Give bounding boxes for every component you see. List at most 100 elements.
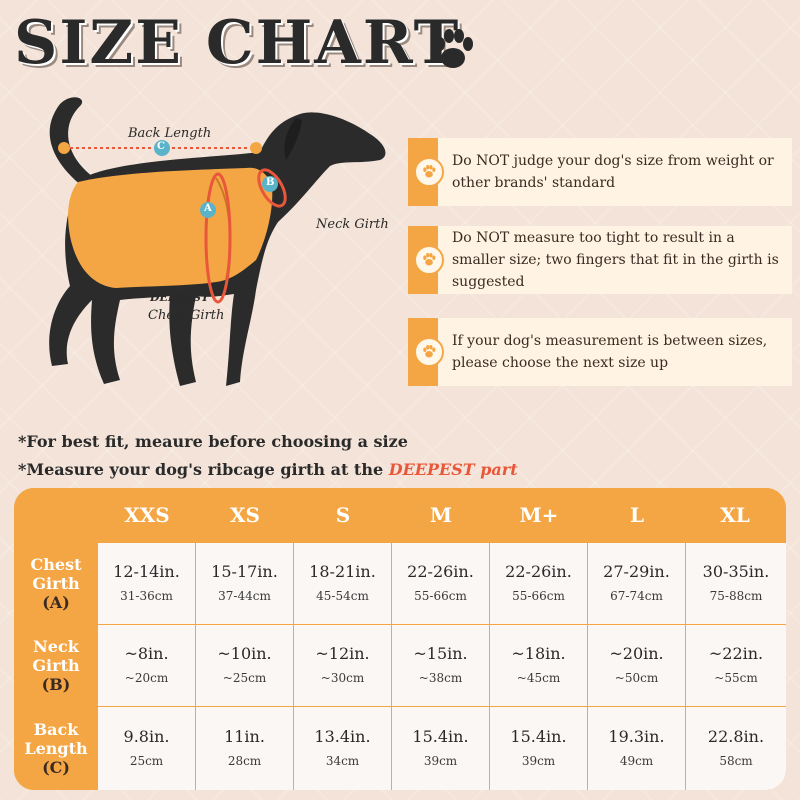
cell-cm: 34cm xyxy=(325,753,360,768)
cell-cm: ~25cm xyxy=(222,670,267,685)
note-tab xyxy=(408,138,444,206)
table-cell: 15.4in. 39cm xyxy=(392,707,489,790)
note-card: Do NOT judge your dog's size from weight… xyxy=(408,138,792,206)
cell-cm: ~30cm xyxy=(320,670,365,685)
cell-inches: 9.8in. xyxy=(123,726,170,746)
cell-cm: 67-74cm xyxy=(610,588,663,603)
tip-highlight: DEEPEST part xyxy=(388,460,518,479)
tip-line: *Measure your dog's ribcage girth at the… xyxy=(18,456,518,484)
table-cell: 19.3in. 49cm xyxy=(588,707,685,790)
note-text: Do NOT measure too tight to result in a … xyxy=(452,230,779,290)
note-text: If your dog's measurement is between siz… xyxy=(452,333,768,371)
row-code: (B) xyxy=(41,675,71,694)
table-cell: 15-17in. 37-44cm xyxy=(196,543,293,624)
note-tab xyxy=(408,318,444,386)
cell-inches: 15.4in. xyxy=(510,726,567,746)
size-header: XL xyxy=(720,503,750,527)
cell-inches: ~15in. xyxy=(413,643,468,663)
cell-inches: 11in. xyxy=(224,726,265,746)
cell-inches: 15-17in. xyxy=(211,561,278,581)
cell-cm: 28cm xyxy=(227,753,262,768)
cell-cm: ~55cm xyxy=(714,670,758,685)
note-card: If your dog's measurement is between siz… xyxy=(408,318,792,386)
row-code: (C) xyxy=(42,758,70,777)
row-label-chest-girth: Chest Girth (A) xyxy=(14,543,98,624)
cell-inches: ~20in. xyxy=(609,643,664,663)
table-cell: 22-26in. 55-66cm xyxy=(392,543,489,624)
table-cell: ~22in. ~55cm xyxy=(686,625,786,706)
tip-line: *For best fit, meaure before choosing a … xyxy=(18,432,408,451)
cell-cm: ~45cm xyxy=(516,670,561,685)
chest-girth-label: Chest Girth xyxy=(148,308,225,323)
row-label-line: Girth xyxy=(32,574,80,593)
cell-cm: ~38cm xyxy=(418,670,463,685)
cell-cm: 55-66cm xyxy=(414,588,467,603)
row-label-line: Neck xyxy=(33,637,79,656)
row-label-line: Girth xyxy=(32,656,80,675)
paw-icon xyxy=(414,337,444,367)
page-title: SIZE CHART xyxy=(14,8,461,78)
size-header-row: XXS XS S M M+ L XL xyxy=(14,488,786,542)
table-cell: 13.4in. 34cm xyxy=(294,707,391,790)
cell-cm: 75-88cm xyxy=(709,588,763,603)
cell-inches: ~10in. xyxy=(217,643,272,663)
cell-inches: 13.4in. xyxy=(314,726,371,746)
row-label-neck-girth: Neck Girth (B) xyxy=(14,625,98,706)
row-label-back-length: Back Length (C) xyxy=(14,707,98,790)
cell-cm: 37-44cm xyxy=(218,588,271,603)
cell-cm: 55-66cm xyxy=(512,588,565,603)
cell-inches: 22-26in. xyxy=(505,561,572,581)
row-label-line: Length xyxy=(24,739,88,758)
chest-girth-label-deepest: DEEPEST xyxy=(150,291,210,304)
paw-icon xyxy=(414,157,444,187)
note-tab xyxy=(408,226,444,294)
cell-cm: 39cm xyxy=(521,753,556,768)
size-header: XXS xyxy=(124,503,170,527)
row-label-line: Back xyxy=(33,720,79,739)
cell-inches: 19.3in. xyxy=(608,726,665,746)
table-cell: 27-29in. 67-74cm xyxy=(588,543,685,624)
measurement-diagram: Back Length Neck Girth DEEPEST Chest Gir… xyxy=(20,90,420,420)
cell-cm: ~20cm xyxy=(124,670,169,685)
cell-inches: 18-21in. xyxy=(309,561,376,581)
table-cell: 9.8in. 25cm xyxy=(98,707,195,790)
row-label-line: Chest xyxy=(30,555,82,574)
size-header: XS xyxy=(230,503,260,527)
marker-b: B xyxy=(266,177,275,188)
row-code: (A) xyxy=(42,593,70,612)
cell-cm: ~50cm xyxy=(614,670,659,685)
size-table: XXS XS S M M+ L XL Chest Girth (A) 12-14… xyxy=(14,488,786,790)
note-text: Do NOT judge your dog's size from weight… xyxy=(452,153,774,191)
cell-inches: ~8in. xyxy=(124,643,169,663)
table-cell: 18-21in. 45-54cm xyxy=(294,543,391,624)
table-cell: 12-14in. 31-36cm xyxy=(98,543,195,624)
table-cell: 11in. 28cm xyxy=(196,707,293,790)
back-length-label: Back Length xyxy=(128,126,212,141)
cell-inches: ~18in. xyxy=(511,643,566,663)
table-cell: 15.4in. 39cm xyxy=(490,707,587,790)
neck-girth-label: Neck Girth xyxy=(316,217,389,232)
size-header: S xyxy=(335,503,351,527)
cell-cm: 45-54cm xyxy=(316,588,369,603)
cell-inches: 22-26in. xyxy=(407,561,474,581)
dog-silhouette xyxy=(49,97,386,387)
table-cell: ~15in. ~38cm xyxy=(392,625,489,706)
table-cell: ~12in. ~30cm xyxy=(294,625,391,706)
measure-tips: *For best fit, meaure before choosing a … xyxy=(18,428,518,484)
paw-icon xyxy=(414,245,444,275)
table-cell: ~18in. ~45cm xyxy=(490,625,587,706)
paw-icon xyxy=(435,29,473,68)
table-cell: 30-35in. 75-88cm xyxy=(686,543,786,624)
note-card: Do NOT measure too tight to result in a … xyxy=(408,226,792,294)
marker-c: C xyxy=(157,141,165,152)
cell-inches: 22.8in. xyxy=(707,726,765,746)
cell-inches: ~22in. xyxy=(708,643,764,663)
table-cell: ~10in. ~25cm xyxy=(196,625,293,706)
cell-cm: 25cm xyxy=(129,753,164,768)
size-header: M+ xyxy=(519,503,559,527)
cell-cm: 39cm xyxy=(423,753,458,768)
table-cell: 22.8in. 58cm xyxy=(686,707,786,790)
table-cell: ~20in. ~50cm xyxy=(588,625,685,706)
cell-inches: 27-29in. xyxy=(603,561,670,581)
cell-cm: 58cm xyxy=(719,753,753,768)
